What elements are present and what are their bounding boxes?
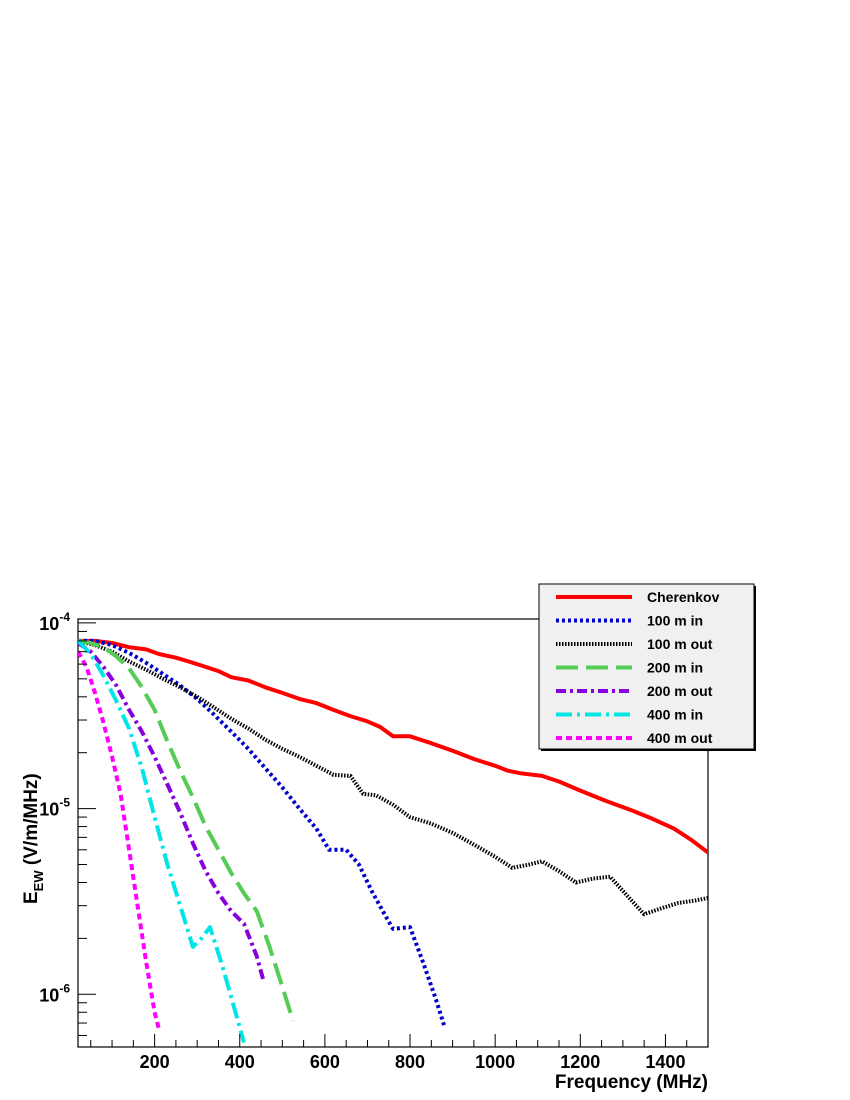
x-tick-label: 600 bbox=[310, 1052, 340, 1072]
series-line-5 bbox=[78, 639, 246, 1044]
legend-label: 100 m in bbox=[647, 613, 703, 629]
y-axis-title-main: E bbox=[21, 891, 42, 904]
tick-layer: 200 400 600 800 1000 1200 1400 10-6 10-5 10-4 bbox=[39, 610, 709, 1072]
x-axis-title: Frequency (MHz) bbox=[555, 1072, 708, 1093]
series-line-1 bbox=[78, 638, 447, 1027]
legend-label: 200 m in bbox=[647, 660, 703, 676]
y-tick-label: 10-5 bbox=[39, 796, 70, 820]
y-axis-title: EEW (V/m/MHz) bbox=[21, 773, 46, 904]
y-tick-label: 10-6 bbox=[39, 981, 70, 1005]
legend-label: 400 m in bbox=[647, 707, 703, 723]
series-line-6 bbox=[78, 650, 161, 1030]
y-axis-title-unit: (V/m/MHz) bbox=[21, 773, 42, 870]
series-line-0 bbox=[78, 638, 708, 855]
series-line-3 bbox=[78, 638, 295, 1022]
x-tick-label: 1000 bbox=[475, 1052, 515, 1072]
legend-label: 100 m out bbox=[647, 636, 713, 652]
x-tick-label: 400 bbox=[225, 1052, 255, 1072]
x-tick-label: 800 bbox=[395, 1052, 425, 1072]
y-tick-label: 10-4 bbox=[39, 610, 70, 634]
legend: Cherenkov 100 m in 100 m out 200 m in 200 m … bbox=[538, 583, 756, 751]
legend-label: Cherenkov bbox=[647, 589, 720, 605]
x-tick-label: 1400 bbox=[645, 1052, 685, 1072]
x-tick-label: 200 bbox=[140, 1052, 170, 1072]
legend-label: 400 m out bbox=[647, 730, 713, 746]
series-line-4 bbox=[78, 641, 266, 981]
legend-label: 200 m out bbox=[647, 683, 713, 699]
series-line-2 bbox=[78, 638, 708, 917]
y-axis-title-sub: EW bbox=[31, 870, 46, 892]
series-layer bbox=[78, 638, 708, 1044]
x-tick-label: 1200 bbox=[560, 1052, 600, 1072]
